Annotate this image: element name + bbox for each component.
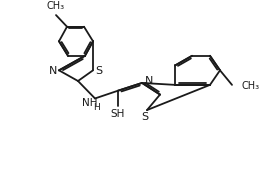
- Text: SH: SH: [111, 109, 125, 119]
- Text: CH₃: CH₃: [242, 81, 260, 91]
- Text: NH: NH: [82, 98, 98, 108]
- Text: S: S: [141, 112, 149, 122]
- Text: N: N: [145, 76, 153, 86]
- Text: S: S: [95, 66, 102, 76]
- Text: N: N: [49, 66, 57, 76]
- Text: CH₃: CH₃: [47, 1, 65, 11]
- Text: H: H: [93, 103, 99, 112]
